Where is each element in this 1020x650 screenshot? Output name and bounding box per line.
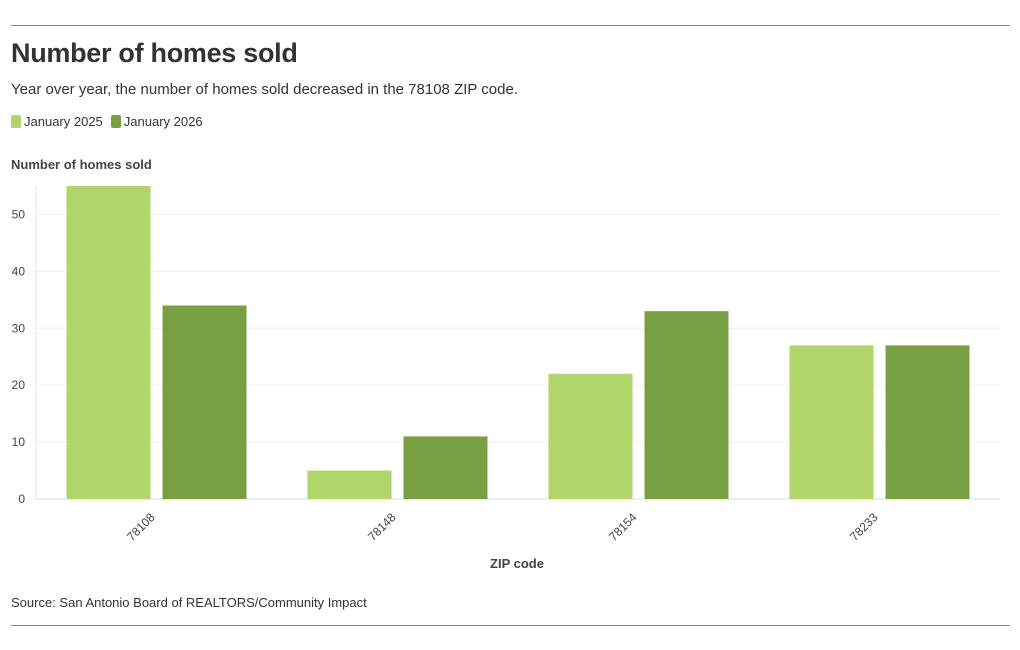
chart-title: Number of homes sold — [11, 38, 298, 68]
legend-swatch — [11, 115, 21, 128]
legend-item-january-2026[interactable]: January 2026 — [110, 114, 203, 129]
legend-label: January 2025 — [24, 114, 103, 129]
y-tick-label: 40 — [12, 264, 26, 278]
legend-item-january-2025[interactable]: January 2025 — [11, 114, 103, 129]
top-rule — [11, 25, 1010, 26]
x-tick-label: 78154 — [606, 510, 640, 544]
y-tick-label: 50 — [12, 207, 26, 221]
x-tick-label: 78108 — [124, 510, 158, 544]
bar-78233-january-2025[interactable] — [789, 345, 874, 499]
legend-swatch — [110, 115, 121, 128]
x-axis-label: ZIP code — [490, 556, 544, 571]
x-tick-label: 78148 — [365, 510, 399, 544]
bar-78108-january-2025[interactable] — [66, 186, 151, 499]
y-tick-label: 30 — [12, 321, 26, 335]
y-tick-label: 0 — [18, 492, 25, 506]
bar-78108-january-2026[interactable] — [162, 305, 247, 499]
x-ticks: 78108 78148 78154 78233 — [124, 510, 881, 544]
bar-78154-january-2026[interactable] — [644, 311, 729, 499]
chart-subtitle: Year over year, the number of homes sold… — [11, 81, 518, 98]
bar-78233-january-2026[interactable] — [885, 345, 970, 499]
bottom-rule — [11, 625, 1010, 626]
y-axis-label: Number of homes sold — [11, 157, 152, 172]
y-tick-label: 10 — [12, 435, 26, 449]
legend: January 2025 January 2026 — [11, 114, 203, 129]
bar-78154-january-2025[interactable] — [548, 373, 633, 499]
y-tick-label: 20 — [12, 378, 26, 392]
y-ticks: 0 10 20 30 40 50 — [12, 207, 26, 506]
bar-78148-january-2025[interactable] — [307, 470, 392, 499]
legend-label: January 2026 — [123, 114, 203, 129]
x-tick-label: 78233 — [847, 510, 881, 544]
source-note: Source: San Antonio Board of REALTORS/Co… — [11, 595, 367, 610]
bars — [66, 186, 970, 499]
bar-78148-january-2026[interactable] — [403, 436, 488, 499]
